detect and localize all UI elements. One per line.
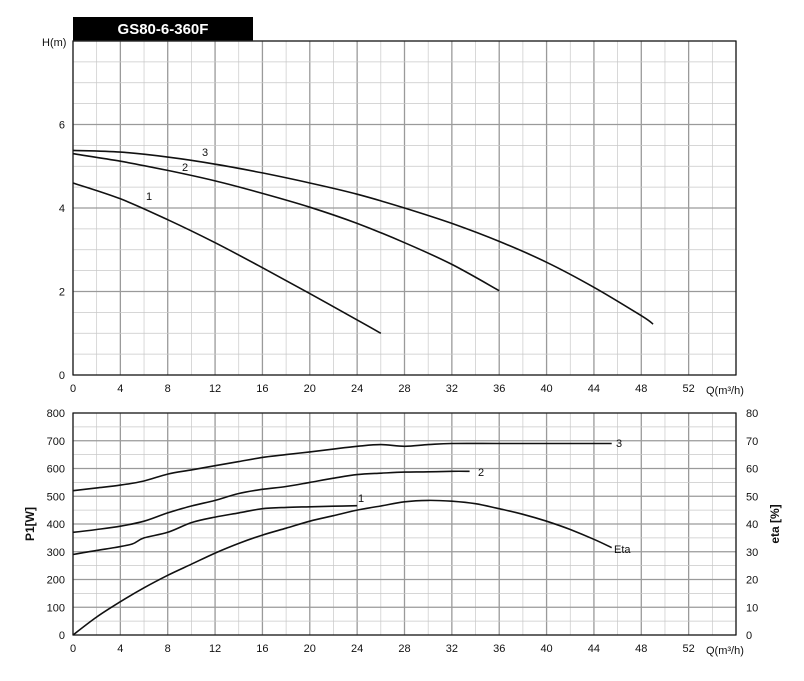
y-tick-label: 6 xyxy=(59,120,65,132)
y-right-tick-label: 0 xyxy=(746,630,752,642)
x-tick-label: 36 xyxy=(493,383,505,395)
y-right-tick-label: 10 xyxy=(746,602,758,614)
efficiency-curve xyxy=(72,499,613,636)
y-tick-label: 800 xyxy=(47,408,65,420)
y-right-tick-label: 30 xyxy=(746,547,758,559)
head-curve-label-2: 2 xyxy=(182,162,188,174)
y-tick-label: 600 xyxy=(47,464,65,476)
y-tick-label: 4 xyxy=(59,203,65,215)
head-curve-3 xyxy=(72,149,654,325)
x-tick-label: 12 xyxy=(209,383,221,395)
head-curve-label-1: 1 xyxy=(146,191,152,203)
y-tick-label: 0 xyxy=(59,630,65,642)
y-right-tick-label: 70 xyxy=(746,436,758,448)
power-curve-label-2: 2 xyxy=(478,467,484,479)
power-curve-label-1: 1 xyxy=(358,493,364,505)
y-right-tick-label: 60 xyxy=(746,464,758,476)
x-tick-label: 44 xyxy=(588,643,600,655)
efficiency-curve-label: Eta xyxy=(614,544,631,556)
x-tick-label: 12 xyxy=(209,643,221,655)
head-chart-grid xyxy=(72,40,737,376)
power-x-axis-label: Q(m³/h) xyxy=(706,645,744,657)
x-tick-label: 16 xyxy=(256,643,268,655)
y-right-tick-label: 20 xyxy=(746,575,758,587)
power-curves xyxy=(72,442,613,636)
x-tick-label: 24 xyxy=(351,643,363,655)
x-tick-label: 48 xyxy=(635,643,647,655)
power-curve-3 xyxy=(72,442,612,492)
x-tick-label: 0 xyxy=(70,643,76,655)
x-tick-label: 52 xyxy=(683,643,695,655)
x-tick-label: 40 xyxy=(540,643,552,655)
head-curve-2 xyxy=(72,152,500,292)
y-right-tick-label: 80 xyxy=(746,408,758,420)
x-tick-label: 20 xyxy=(304,643,316,655)
power-curve-label-3: 3 xyxy=(616,438,622,450)
x-tick-label: 20 xyxy=(304,383,316,395)
y-tick-label: 2 xyxy=(59,287,65,299)
head-curve-label-3: 3 xyxy=(202,147,208,159)
x-tick-label: 36 xyxy=(493,643,505,655)
power-curve-1 xyxy=(72,504,358,556)
head-curve-1 xyxy=(72,182,382,334)
efficiency-axis-label: eta [%] xyxy=(768,504,782,543)
y-tick-label: 200 xyxy=(47,575,65,587)
head-curves xyxy=(72,149,654,334)
y-tick-label: 400 xyxy=(47,519,65,531)
x-tick-label: 8 xyxy=(165,643,171,655)
x-tick-label: 52 xyxy=(683,383,695,395)
x-tick-label: 4 xyxy=(117,643,123,655)
power-curve-2 xyxy=(72,470,470,534)
y-tick-label: 700 xyxy=(47,436,65,448)
chart-title: GS80-6-360F xyxy=(118,21,209,38)
x-tick-label: 4 xyxy=(117,383,123,395)
head-chart-frame xyxy=(72,40,737,376)
power-chart-ticks: 0 4 8 12 16 20 24 28 32 36 40 44 48 52010020030040050… xyxy=(47,408,759,655)
x-tick-label: 8 xyxy=(165,383,171,395)
chart-title-box xyxy=(73,17,253,41)
x-tick-label: 44 xyxy=(588,383,600,395)
y-tick-label: 300 xyxy=(47,547,65,559)
head-axis-label: H(m) xyxy=(42,37,66,49)
x-tick-label: 48 xyxy=(635,383,647,395)
y-right-tick-label: 40 xyxy=(746,519,758,531)
y-tick-label: 100 xyxy=(47,602,65,614)
x-tick-label: 40 xyxy=(540,383,552,395)
x-tick-label: 24 xyxy=(351,383,363,395)
y-tick-label: 500 xyxy=(47,491,65,503)
power-chart-frame xyxy=(72,412,737,636)
power-chart-grid xyxy=(72,412,737,636)
y-right-tick-label: 50 xyxy=(746,491,758,503)
power-axis-label: P1[W] xyxy=(23,507,37,541)
x-tick-label: 32 xyxy=(446,383,458,395)
x-tick-label: 28 xyxy=(398,643,410,655)
head-x-axis-label: Q(m³/h) xyxy=(706,385,744,397)
x-tick-label: 16 xyxy=(256,383,268,395)
x-tick-label: 28 xyxy=(398,383,410,395)
y-tick-label: 0 xyxy=(59,370,65,382)
x-tick-label: 0 xyxy=(70,383,76,395)
x-tick-label: 32 xyxy=(446,643,458,655)
